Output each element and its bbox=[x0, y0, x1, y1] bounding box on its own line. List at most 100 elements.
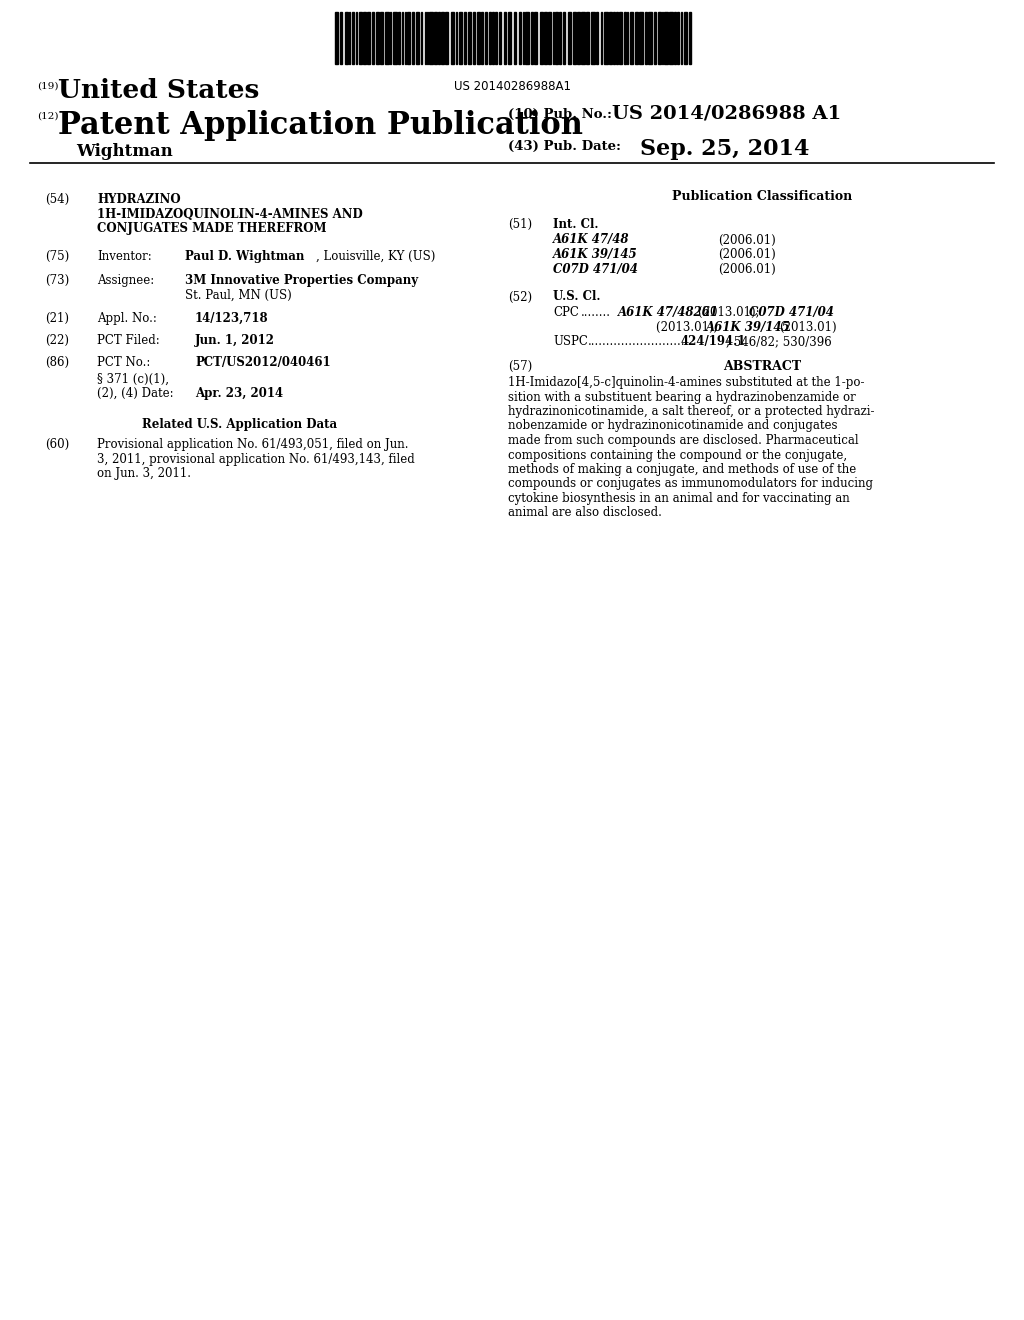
Bar bbox=[380, 12, 383, 63]
Text: USPC: USPC bbox=[553, 335, 588, 348]
Text: Wightman: Wightman bbox=[76, 143, 173, 160]
Bar bbox=[654, 12, 655, 63]
Bar bbox=[344, 12, 347, 63]
Bar bbox=[573, 12, 575, 63]
Bar bbox=[433, 12, 436, 63]
Bar bbox=[441, 12, 443, 63]
Bar bbox=[407, 12, 410, 63]
Text: (2006.01): (2006.01) bbox=[718, 234, 776, 247]
Text: made from such compounds are disclosed. Pharmaceutical: made from such compounds are disclosed. … bbox=[508, 434, 859, 447]
Text: Apr. 23, 2014: Apr. 23, 2014 bbox=[195, 387, 283, 400]
Bar bbox=[489, 12, 490, 63]
Text: (60): (60) bbox=[45, 438, 70, 451]
Bar bbox=[544, 12, 547, 63]
Bar bbox=[586, 12, 589, 63]
Text: on Jun. 3, 2011.: on Jun. 3, 2011. bbox=[97, 467, 191, 480]
Text: ABSTRACT: ABSTRACT bbox=[723, 359, 801, 372]
Bar bbox=[393, 12, 396, 63]
Bar bbox=[644, 12, 646, 63]
Text: (52): (52) bbox=[508, 290, 532, 304]
Bar bbox=[525, 12, 528, 63]
Text: (2), (4) Date:: (2), (4) Date: bbox=[97, 387, 174, 400]
Text: ........: ........ bbox=[581, 306, 611, 319]
Bar bbox=[540, 12, 543, 63]
Text: ; 546/82; 530/396: ; 546/82; 530/396 bbox=[726, 335, 831, 348]
Text: (51): (51) bbox=[508, 218, 532, 231]
Bar bbox=[639, 12, 642, 63]
Text: (2006.01): (2006.01) bbox=[718, 263, 776, 276]
Bar bbox=[664, 12, 668, 63]
Text: A61K 39/145: A61K 39/145 bbox=[706, 321, 791, 334]
Bar bbox=[604, 12, 607, 63]
Bar bbox=[429, 12, 432, 63]
Bar bbox=[513, 12, 516, 63]
Text: Appl. No.:: Appl. No.: bbox=[97, 312, 157, 325]
Bar bbox=[492, 12, 494, 63]
Bar bbox=[444, 12, 449, 63]
Bar bbox=[567, 12, 571, 63]
Bar bbox=[534, 12, 537, 63]
Text: (75): (75) bbox=[45, 249, 70, 263]
Text: ............................: ............................ bbox=[588, 335, 693, 348]
Bar bbox=[613, 12, 614, 63]
Text: (10) Pub. No.:: (10) Pub. No.: bbox=[508, 108, 612, 121]
Bar bbox=[669, 12, 673, 63]
Text: Sep. 25, 2014: Sep. 25, 2014 bbox=[640, 139, 809, 160]
Bar bbox=[397, 12, 400, 63]
Text: U.S. Cl.: U.S. Cl. bbox=[553, 290, 600, 304]
Text: (2013.01);: (2013.01); bbox=[698, 306, 763, 319]
Text: , Louisville, KY (US): , Louisville, KY (US) bbox=[316, 249, 435, 263]
Text: Provisional application No. 61/493,051, filed on Jun.: Provisional application No. 61/493,051, … bbox=[97, 438, 409, 451]
Bar bbox=[451, 12, 454, 63]
Bar bbox=[674, 12, 676, 63]
Text: (73): (73) bbox=[45, 275, 70, 286]
Bar bbox=[376, 12, 379, 63]
Bar bbox=[677, 12, 679, 63]
Bar bbox=[635, 12, 638, 63]
Bar bbox=[367, 12, 370, 63]
Bar bbox=[385, 12, 388, 63]
Text: 3, 2011, provisional application No. 61/493,143, filed: 3, 2011, provisional application No. 61/… bbox=[97, 453, 415, 466]
Bar bbox=[464, 12, 466, 63]
Bar bbox=[362, 12, 366, 63]
Bar bbox=[412, 12, 414, 63]
Bar bbox=[508, 12, 511, 63]
Bar bbox=[416, 12, 419, 63]
Bar bbox=[335, 12, 338, 63]
Text: PCT Filed:: PCT Filed: bbox=[97, 334, 160, 347]
Bar bbox=[504, 12, 506, 63]
Text: C07D 471/04: C07D 471/04 bbox=[749, 306, 834, 319]
Text: (54): (54) bbox=[45, 193, 70, 206]
Bar bbox=[459, 12, 462, 63]
Bar bbox=[688, 12, 691, 63]
Bar bbox=[548, 12, 551, 63]
Bar bbox=[577, 12, 580, 63]
Bar bbox=[630, 12, 633, 63]
Bar bbox=[518, 12, 520, 63]
Text: (19): (19) bbox=[37, 82, 58, 91]
Text: 14/123,718: 14/123,718 bbox=[195, 312, 268, 325]
Text: (86): (86) bbox=[45, 356, 70, 370]
Bar bbox=[499, 12, 501, 63]
Bar bbox=[359, 12, 362, 63]
Bar bbox=[624, 12, 626, 63]
Bar bbox=[657, 12, 660, 63]
Text: 3M Innovative Properties Company: 3M Innovative Properties Company bbox=[185, 275, 418, 286]
Bar bbox=[648, 12, 651, 63]
Text: C07D 471/04: C07D 471/04 bbox=[553, 263, 638, 276]
Text: sition with a substituent bearing a hydrazinobenzamide or: sition with a substituent bearing a hydr… bbox=[508, 391, 856, 404]
Text: A61K 47/48261: A61K 47/48261 bbox=[618, 306, 719, 319]
Text: hydrazinonicotinamide, a salt thereof, or a protected hydrazi-: hydrazinonicotinamide, a salt thereof, o… bbox=[508, 405, 874, 418]
Bar bbox=[351, 12, 353, 63]
Bar bbox=[484, 12, 487, 63]
Bar bbox=[531, 12, 532, 63]
Bar bbox=[581, 12, 585, 63]
Bar bbox=[618, 12, 622, 63]
Text: (2013.01): (2013.01) bbox=[779, 321, 837, 334]
Text: Publication Classification: Publication Classification bbox=[672, 190, 852, 203]
Bar bbox=[555, 12, 557, 63]
Text: Paul D. Wightman: Paul D. Wightman bbox=[185, 249, 304, 263]
Text: cytokine biosynthesis in an animal and for vaccinating an: cytokine biosynthesis in an animal and f… bbox=[508, 492, 850, 506]
Bar bbox=[600, 12, 602, 63]
Bar bbox=[477, 12, 479, 63]
